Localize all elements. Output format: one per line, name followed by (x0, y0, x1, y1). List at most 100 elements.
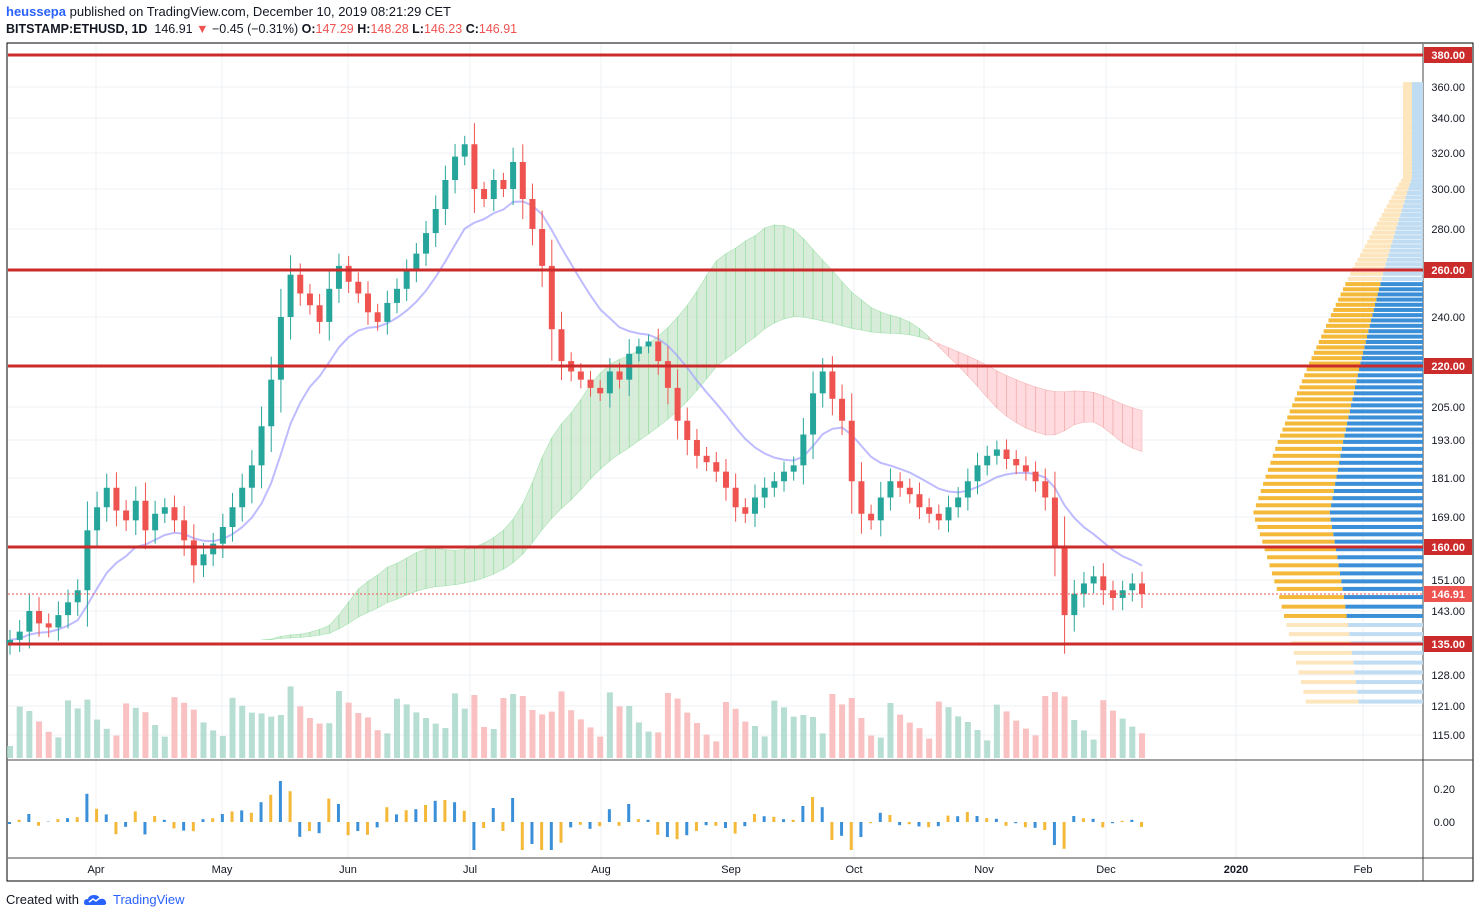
vp-bar-down (1403, 131, 1412, 136)
candle-body (355, 281, 362, 294)
low-value: 146.23 (423, 22, 463, 36)
cloud-segment (1103, 395, 1114, 436)
time-tick-label[interactable]: Nov (974, 864, 994, 876)
candle-body (84, 530, 91, 591)
time-tick-label[interactable]: Jul (463, 864, 477, 876)
oscillator-bar (153, 816, 157, 822)
time-tick-label[interactable]: Oct (845, 864, 862, 876)
price-tick-label: 143.00 (1431, 606, 1465, 618)
volume-bar (335, 691, 342, 758)
vp-bar-down (1263, 481, 1336, 486)
volume-bar (964, 722, 971, 758)
candle-body (481, 189, 488, 199)
oscillator-bar (917, 822, 921, 827)
oscillator-bar (627, 804, 631, 822)
candle-body (897, 481, 904, 488)
time-tick-label[interactable]: 2020 (1224, 864, 1248, 876)
author-link[interactable]: heussepa (6, 4, 66, 19)
vp-bar-down (1338, 297, 1377, 302)
vp-bar-up (1412, 166, 1423, 171)
vp-bar-up (1412, 102, 1423, 107)
oscillator-bar (946, 815, 950, 822)
volume-bar (926, 738, 933, 758)
oscillator-bar (327, 798, 331, 822)
cloud-segment (1035, 386, 1046, 436)
candle-body (181, 520, 188, 541)
cloud-segment (1112, 399, 1123, 444)
cloud-segment (541, 437, 553, 531)
support-resistance-levels[interactable] (8, 53, 1423, 646)
time-tick-label[interactable]: May (212, 864, 233, 876)
candle-body (906, 487, 913, 495)
volume-bar (955, 716, 962, 758)
level-badge (1424, 636, 1472, 652)
vp-bar-down (1403, 99, 1412, 104)
level-badge (1424, 358, 1472, 374)
vp-bar-down (1403, 120, 1412, 125)
oscillator-bar (888, 815, 892, 822)
vp-bar-up (1388, 253, 1423, 258)
oscillator-bar (124, 822, 128, 827)
down-arrow-icon: ▼ (196, 22, 209, 36)
vp-bar-down (1403, 174, 1412, 179)
oscillator-bar (840, 822, 844, 836)
volume-bar (471, 695, 478, 758)
vp-bar-up (1365, 339, 1423, 344)
oscillator-bar (762, 816, 766, 822)
vp-bar-down (1288, 632, 1350, 637)
cloud-segment (793, 228, 804, 318)
candle-body (423, 233, 430, 254)
price-axis[interactable]: 360.00 340.00 320.00 300.00 280.00 240.00 205.… (1424, 47, 1472, 829)
candle-body (239, 487, 246, 508)
vp-bar-down (1260, 489, 1334, 493)
time-tick-label[interactable]: Aug (591, 864, 611, 876)
vp-bar-down (1289, 409, 1350, 414)
tradingview-link[interactable]: TradingView (112, 892, 185, 907)
candle-body (161, 507, 168, 514)
last-price-label: 146.91 (1431, 589, 1465, 601)
vp-bar-up (1409, 182, 1423, 187)
candlesticks[interactable] (7, 123, 1145, 655)
vp-bar-up (1334, 539, 1423, 544)
vp-bar-down (1284, 613, 1347, 618)
oscillator-bar (714, 822, 718, 826)
volume-bar (1071, 720, 1078, 758)
volume-bar (906, 722, 913, 758)
oscillator-bar (472, 822, 476, 850)
oscillator-bar (646, 819, 650, 822)
footer: Created with TradingView (6, 892, 185, 907)
symbol-label[interactable]: BITSTAMP:ETHUSD, 1D (6, 22, 148, 36)
candle-body (7, 639, 13, 644)
time-tick-label[interactable]: Jun (339, 864, 357, 876)
candle-body (945, 507, 952, 521)
cloud-segment (832, 269, 843, 327)
candle-body (45, 623, 52, 628)
vp-bar-up (1359, 367, 1423, 372)
oscillator-pane (8, 781, 1143, 850)
oscillator-bar (1043, 822, 1047, 830)
created-with-text: Created with (6, 892, 79, 907)
volume-bar (742, 721, 749, 758)
time-tick-label[interactable]: Dec (1096, 864, 1116, 876)
oscillator-bar (1140, 822, 1143, 827)
vp-bar-up (1349, 409, 1423, 414)
oscillator-bar (772, 816, 776, 822)
vp-bar-up (1371, 318, 1423, 323)
time-tick-label[interactable]: Apr (87, 864, 104, 876)
time-tick-label[interactable]: Sep (721, 864, 741, 876)
oscillator-bar (530, 822, 534, 844)
time-tick-label[interactable]: Feb (1354, 864, 1373, 876)
vp-bar-down (1403, 139, 1412, 144)
vp-bar-up (1412, 174, 1423, 179)
vp-bar-up (1332, 496, 1423, 501)
oscillator-bar (801, 806, 805, 822)
volume-bar (1090, 739, 1097, 758)
vp-bar-down (1403, 116, 1412, 121)
level-badge-label: 220.00 (1431, 361, 1465, 373)
volume-bar (626, 706, 633, 758)
vp-bar-up (1363, 350, 1423, 355)
candle-body (16, 631, 23, 640)
vp-bar-up (1353, 391, 1423, 396)
time-axis[interactable]: Apr May Jun Jul Aug Sep Oct Nov Dec 2020 Feb (87, 864, 1372, 876)
